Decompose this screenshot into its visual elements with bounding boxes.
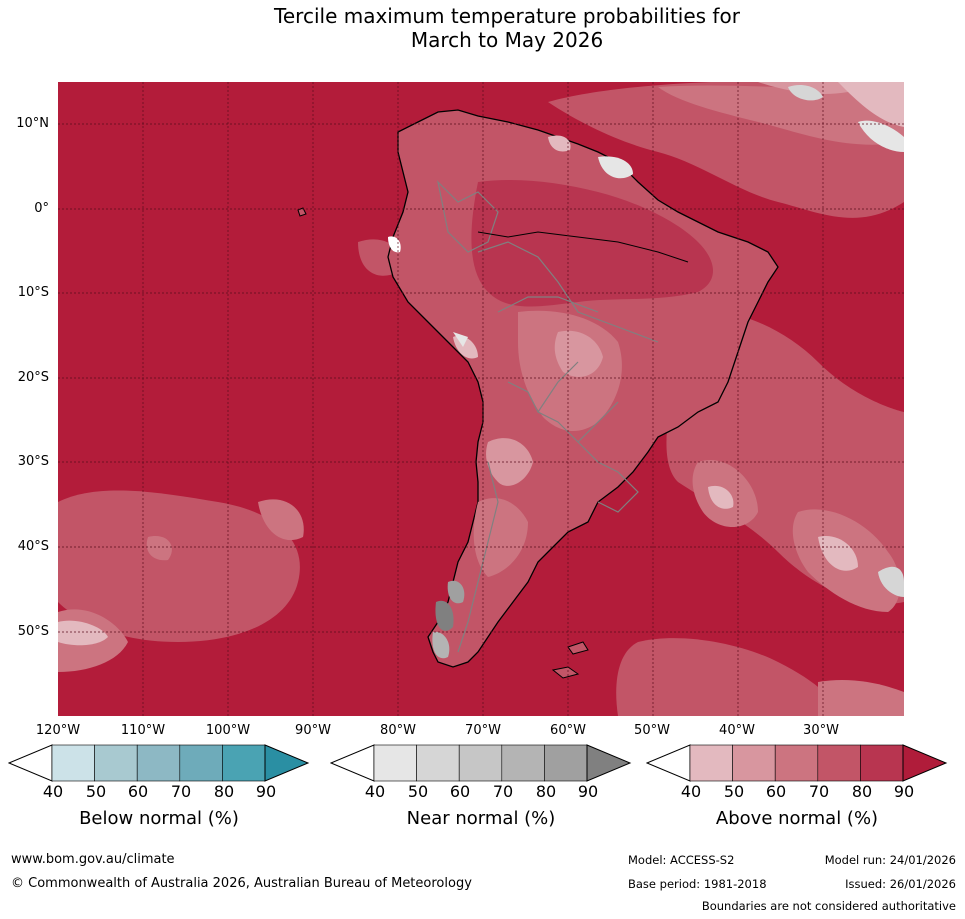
map-svg [58, 82, 904, 716]
colorbar-extend-high [264, 744, 310, 782]
lat-label-10n: 10°N [16, 116, 49, 131]
colorbar-segment [774, 744, 819, 782]
colorbar-segment [501, 744, 545, 782]
colorbar-tick: 40 [680, 782, 702, 801]
colorbar-tick: 70 [170, 782, 192, 801]
colorbar-segment [416, 744, 460, 782]
colorbar-segment [732, 744, 776, 782]
colorbar-tick: 50 [407, 782, 429, 801]
model-run: Model run: 24/01/2026 [824, 853, 956, 867]
colorbar-segment [544, 744, 588, 782]
colorbar-segment [94, 744, 138, 782]
colorbar-segment [689, 744, 733, 782]
base-period: Base period: 1981-2018 [628, 877, 767, 891]
bom-website-link[interactable]: www.bom.gov.au/climate [11, 852, 175, 867]
lon-label-120w: 120°W [35, 723, 81, 738]
lat-label-50s: 50°S [17, 624, 49, 639]
colorbar-segment [458, 744, 503, 782]
map-title-line2: March to May 2026 [410, 28, 604, 52]
colorbar-extend-high [586, 744, 632, 782]
colorbar-tick: 70 [492, 782, 514, 801]
colorbar-tick: 50 [85, 782, 107, 801]
colorbar-tick: 70 [808, 782, 830, 801]
colorbar-tick: 50 [723, 782, 745, 801]
above-normal-colorbar [646, 744, 948, 782]
lon-label-80w: 80°W [380, 723, 416, 738]
colorbar-segment [860, 744, 904, 782]
colorbar-segment [51, 744, 95, 782]
lon-label-110w: 110°W [120, 723, 166, 738]
model-name: Model: ACCESS-S2 [628, 853, 735, 867]
lon-label-50w: 50°W [634, 723, 670, 738]
lon-label-70w: 70°W [465, 723, 501, 738]
colorbar-tick: 80 [213, 782, 235, 801]
colorbar-tick: 90 [255, 782, 277, 801]
issued-date: Issued: 26/01/2026 [845, 877, 956, 891]
map-title-line1: Tercile maximum temperature probabilitie… [274, 4, 740, 28]
continent-south-america [297, 109, 779, 679]
colorbar-tick: 40 [364, 782, 386, 801]
colorbar-tick: 60 [765, 782, 787, 801]
colorbar-segment [373, 744, 417, 782]
lat-label-30s: 30°S [17, 454, 49, 469]
colorbar-segment [136, 744, 181, 782]
below-normal-title: Below normal (%) [79, 808, 239, 829]
colorbar-extend-low [330, 744, 375, 782]
colorbar-extend-low [8, 744, 53, 782]
colorbar-segment [179, 744, 223, 782]
lat-label-20s: 20°S [17, 370, 49, 385]
colorbar-tick: 60 [127, 782, 149, 801]
colorbar-extend-low [646, 744, 691, 782]
near-normal-colorbar [330, 744, 632, 782]
colorbar-segment [222, 744, 266, 782]
near-normal-title: Near normal (%) [406, 808, 556, 829]
colorbar-tick: 40 [42, 782, 64, 801]
colorbar-segment [817, 744, 861, 782]
lat-label-40s: 40°S [17, 539, 49, 554]
lon-label-60w: 60°W [550, 723, 586, 738]
above-normal-title: Above normal (%) [715, 808, 879, 829]
probability-map [58, 82, 904, 716]
colorbar-tick: 90 [577, 782, 599, 801]
lon-label-30w: 30°W [803, 723, 839, 738]
lon-label-90w: 90°W [295, 723, 331, 738]
lat-label-10s: 10°S [17, 285, 49, 300]
map-title: Tercile maximum temperature probabilitie… [0, 4, 965, 52]
boundaries-disclaimer: Boundaries are not considered authoritat… [701, 899, 956, 913]
lon-label-40w: 40°W [719, 723, 755, 738]
graticule [58, 82, 904, 716]
colorbar-tick: 90 [893, 782, 915, 801]
colorbar-tick: 80 [851, 782, 873, 801]
colorbar-tick: 80 [535, 782, 557, 801]
colorbar-extend-high [902, 744, 948, 782]
colorbar-tick: 60 [449, 782, 471, 801]
copyright-text: © Commonwealth of Australia 2026, Austra… [11, 876, 472, 891]
lat-label-0: 0° [34, 201, 49, 216]
below-normal-colorbar [8, 744, 310, 782]
lon-label-100w: 100°W [205, 723, 251, 738]
